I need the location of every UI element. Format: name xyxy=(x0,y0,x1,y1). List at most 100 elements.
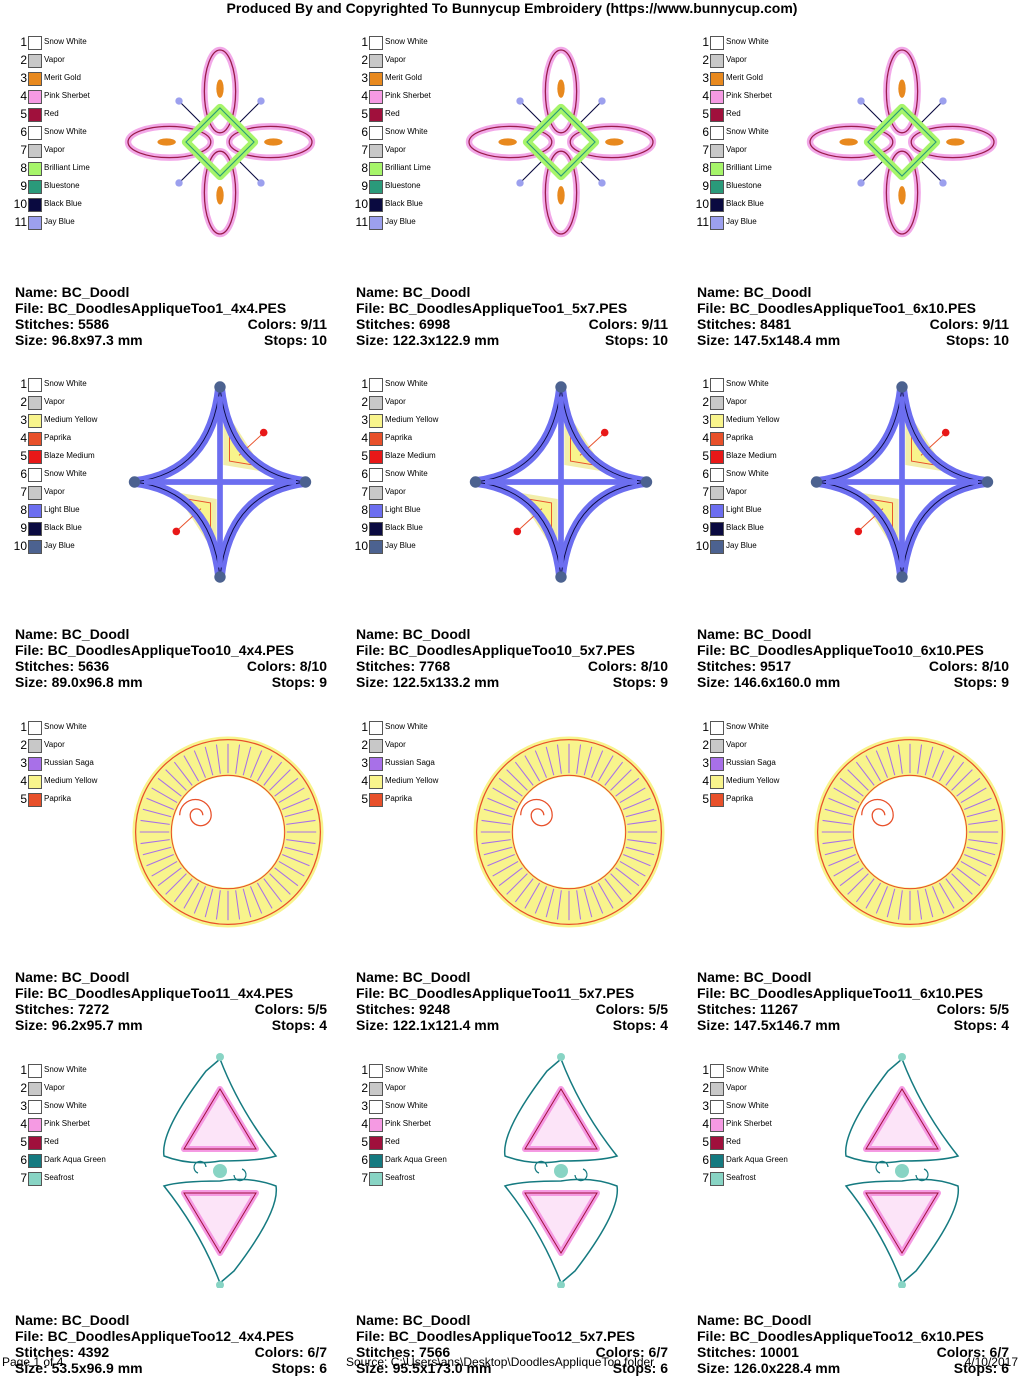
legend-row: 4 Pink Sherbet xyxy=(0,87,110,105)
design-file: File: BC_DoodlesAppliqueToo1_6x10.PES xyxy=(697,300,977,316)
legend-row: 3 Medium Yellow xyxy=(682,411,792,429)
purple-stitch xyxy=(256,755,273,782)
embroidery-design-image xyxy=(844,1053,960,1288)
color-swatch xyxy=(28,775,42,789)
stem xyxy=(521,102,542,123)
purple-stitch xyxy=(886,888,896,918)
color-swatch xyxy=(28,468,42,482)
purple-stitch xyxy=(556,744,562,774)
purple-stitch xyxy=(483,846,513,856)
color-name: Bluestone xyxy=(726,181,762,190)
legend-number: 9 xyxy=(361,521,368,535)
purple-stitch xyxy=(824,846,854,856)
curl xyxy=(193,1160,247,1182)
purple-stitch xyxy=(142,808,172,818)
stitch-count: Stitches: 5636 xyxy=(15,658,110,674)
purple-stitch xyxy=(822,819,852,825)
color-name: Seafrost xyxy=(44,1173,74,1182)
color-swatch xyxy=(369,775,383,789)
stem xyxy=(862,102,883,123)
color-name: Vapor xyxy=(385,1083,406,1092)
ring-outline xyxy=(134,738,322,926)
legend-number: 4 xyxy=(361,89,368,103)
color-count: Colors: 9/11 xyxy=(588,316,668,332)
legend-number: 6 xyxy=(20,125,27,139)
design-card: 1 Snow White 2 Vapor 3 Medium Yellow 4 Paprika 5… xyxy=(0,367,330,707)
legend-number: 11 xyxy=(355,215,368,229)
petal-outline xyxy=(544,150,578,235)
gold-bead xyxy=(157,138,176,146)
color-name: Vapor xyxy=(44,145,65,154)
purple-stitch xyxy=(966,846,996,856)
tip-dot xyxy=(898,1053,906,1061)
purple-stitch xyxy=(282,797,310,811)
color-swatch xyxy=(710,1118,724,1132)
color-name: Vapor xyxy=(385,740,406,749)
color-name: Red xyxy=(385,109,400,118)
color-name: Black Blue xyxy=(385,523,423,532)
print-date: 4/10/2017 xyxy=(964,1355,1018,1369)
legend-row: 7 Vapor xyxy=(0,141,110,159)
legend-row: 7 Seafrost xyxy=(341,1169,451,1187)
color-name: Snow White xyxy=(385,722,428,731)
legend-number: 5 xyxy=(702,1135,709,1149)
legend-number: 9 xyxy=(20,521,27,535)
legend-number: 11 xyxy=(696,215,709,229)
color-swatch xyxy=(369,739,383,753)
purple-stitch xyxy=(627,839,657,845)
purple-stitch xyxy=(165,873,187,895)
color-count: Colors: 6/7 xyxy=(936,1344,1009,1360)
legend-row: 6 Snow White xyxy=(682,123,792,141)
purple-stitch xyxy=(956,777,981,797)
color-name: Brilliant Lime xyxy=(385,163,431,172)
legend-number: 4 xyxy=(20,774,27,788)
center-dot xyxy=(554,1164,568,1178)
color-name: Blaze Medium xyxy=(726,451,777,460)
stitch-count: Stitches: 4392 xyxy=(15,1344,110,1360)
legend-number: 3 xyxy=(361,413,368,427)
legend-row: 1 Snow White xyxy=(341,1061,451,1079)
color-swatch xyxy=(710,1136,724,1150)
aqua-outline xyxy=(162,1178,278,1285)
color-swatch xyxy=(28,540,42,554)
color-swatch xyxy=(710,90,724,104)
color-name: Black Blue xyxy=(726,523,764,532)
triangle-outline xyxy=(183,1088,257,1150)
stop-count: Stops: 9 xyxy=(953,674,1009,690)
purple-stitch xyxy=(604,878,624,903)
color-swatch xyxy=(28,1172,42,1186)
legend-number: 9 xyxy=(361,179,368,193)
purple-stitch xyxy=(263,761,283,786)
color-name: Vapor xyxy=(44,397,65,406)
stitch-count: Stitches: 10001 xyxy=(697,1344,799,1360)
color-swatch xyxy=(28,216,42,230)
legend-row: 6 Dark Aqua Green xyxy=(682,1151,792,1169)
legend-number: 7 xyxy=(20,485,27,499)
center-spiral xyxy=(179,798,212,827)
color-name: Vapor xyxy=(726,145,747,154)
color-count: Colors: 5/5 xyxy=(254,1001,327,1017)
color-swatch xyxy=(28,198,42,212)
design-name: Name: BC_Doodl xyxy=(356,284,471,300)
legend-row: 8 Brilliant Lime xyxy=(682,159,792,177)
legend-row: 4 Paprika xyxy=(682,429,792,447)
diamond-outline xyxy=(867,107,937,177)
embroidery-design-image xyxy=(806,46,998,238)
purple-stitch xyxy=(481,839,511,845)
red-dot xyxy=(600,428,609,437)
legend-number: 8 xyxy=(20,503,27,517)
blue-dot xyxy=(939,179,947,187)
color-name: Brilliant Lime xyxy=(44,163,90,172)
color-swatch xyxy=(28,1154,42,1168)
purple-stitch xyxy=(623,797,651,811)
color-swatch xyxy=(369,793,383,807)
design-info: Name: BC_Doodl File: BC_DoodlesAppliqueTo… xyxy=(697,284,1009,348)
petal-outline xyxy=(544,49,578,134)
petal-outline xyxy=(885,150,919,235)
legend-row: 5 Red xyxy=(0,105,110,123)
color-swatch xyxy=(710,36,724,50)
color-legend: 1 Snow White 2 Vapor 3 Merit Gold 4 Pink Sherbe… xyxy=(682,33,792,231)
legend-number: 7 xyxy=(702,143,709,157)
legend-number: 4 xyxy=(702,1117,709,1131)
purple-stitch xyxy=(615,867,640,887)
